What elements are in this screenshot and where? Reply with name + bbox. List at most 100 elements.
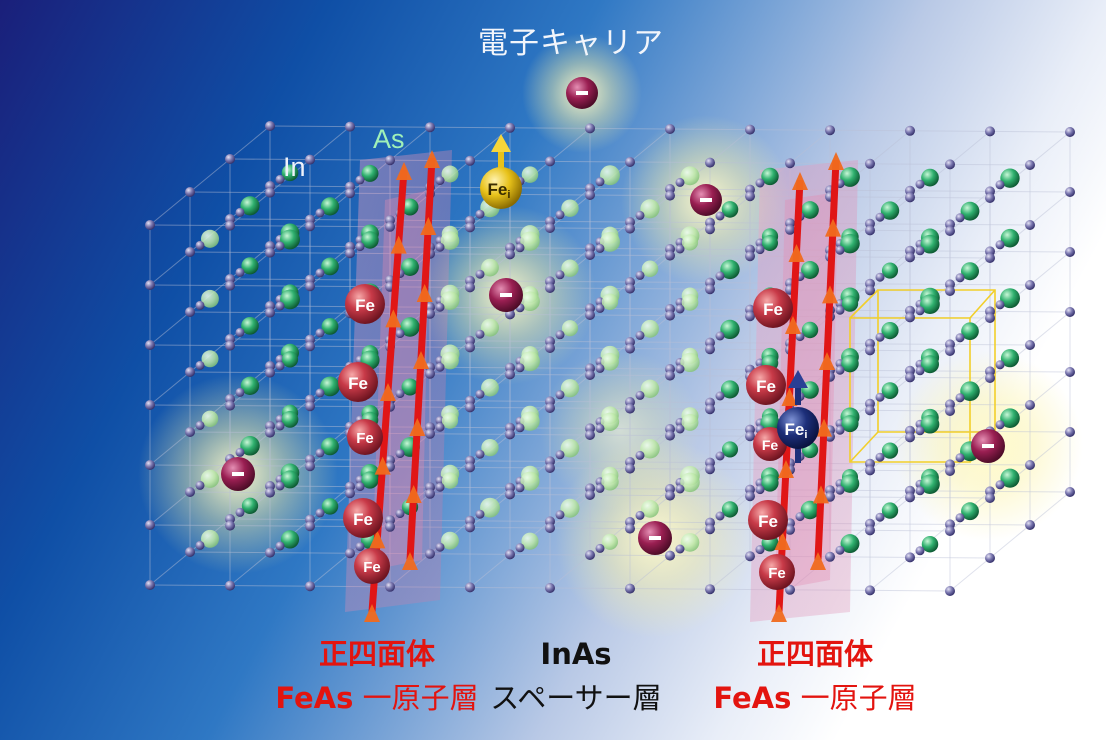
arsenic-atom xyxy=(1000,468,1020,488)
arsenic-atom xyxy=(880,201,900,220)
indium-atom xyxy=(265,247,275,258)
spin-arrow-head xyxy=(364,604,380,622)
indium-atom xyxy=(265,121,275,131)
arsenic-atom xyxy=(840,534,860,554)
indium-atom xyxy=(835,305,845,315)
arsenic-atom xyxy=(1000,168,1020,188)
indium-atom xyxy=(235,507,245,517)
arsenic-atom xyxy=(720,380,740,399)
spin-arrow-head xyxy=(816,418,832,437)
indium-atom xyxy=(635,270,645,280)
indium-atom xyxy=(995,240,1005,250)
arsenic-atom xyxy=(480,497,500,518)
indium-atom xyxy=(515,543,525,553)
arsenic-atom xyxy=(281,470,299,489)
indium-atom xyxy=(545,403,555,413)
indium-atom xyxy=(1025,520,1035,530)
arsenic-atom xyxy=(641,499,659,518)
indium-atom xyxy=(265,187,275,198)
indium-atom xyxy=(835,425,845,435)
indium-atom xyxy=(985,126,995,137)
electron xyxy=(489,278,523,312)
arsenic-atom xyxy=(641,260,659,278)
arsenic-atom xyxy=(200,469,220,488)
arsenic-atom xyxy=(561,199,579,217)
indium-atom xyxy=(425,488,435,499)
indium-atom xyxy=(315,448,325,458)
indium-atom xyxy=(675,364,685,374)
arsenic-atom xyxy=(201,350,219,368)
indium-atom xyxy=(1025,280,1035,290)
caption-right-line2: FeAs 一原子層 xyxy=(700,676,930,720)
indium-atom xyxy=(665,430,675,441)
arsenic-atom xyxy=(921,535,939,553)
indium-atom xyxy=(945,586,955,596)
indium-atom xyxy=(275,174,285,184)
arsenic-atom xyxy=(481,258,499,277)
indium-atom xyxy=(1065,367,1075,377)
indium-atom xyxy=(385,581,395,592)
indium-atom xyxy=(985,553,995,563)
indium-atom xyxy=(305,461,315,472)
indium-atom xyxy=(515,423,525,433)
indium-atom xyxy=(435,422,445,432)
electron-carrier-title: 電子キャリア xyxy=(478,26,664,61)
indium-atom xyxy=(795,332,805,342)
arsenic-atom xyxy=(840,167,860,187)
caption-right-feas-layer: 正四面体 FeAs 一原子層 xyxy=(700,632,930,720)
indium-atom xyxy=(795,512,805,522)
indium-atom xyxy=(425,368,435,379)
indium-atom xyxy=(145,220,155,230)
indium-atom xyxy=(865,285,875,296)
arsenic-atom xyxy=(640,439,660,459)
fe-atoms-right: Fe Fe Fe Fe Fe xyxy=(746,288,795,590)
indium-atom xyxy=(955,513,965,523)
indium-atom xyxy=(515,483,525,493)
indium-atom xyxy=(545,156,555,167)
arsenic-atom xyxy=(841,295,859,312)
arsenic-atom xyxy=(481,378,499,397)
spin-arrow-head xyxy=(420,217,437,235)
indium-atom xyxy=(595,177,605,187)
svg-text:Fei: Fei xyxy=(785,420,808,441)
indium-atom xyxy=(435,362,445,372)
indium-atom xyxy=(465,342,475,353)
arsenic-atom xyxy=(601,352,619,371)
spin-arrow-head xyxy=(405,485,422,503)
indium-atom xyxy=(745,124,755,135)
indium-atom xyxy=(985,193,995,203)
indium-atom xyxy=(945,286,955,296)
indium-atom xyxy=(915,179,925,189)
indium-atom xyxy=(315,508,325,518)
arsenic-atom xyxy=(361,164,379,182)
indium-atom xyxy=(475,449,485,459)
arsenic-atom xyxy=(680,166,700,186)
arsenic-atom xyxy=(601,473,619,491)
indium-atom xyxy=(865,405,875,416)
indium-atom xyxy=(635,390,645,400)
indium-atom xyxy=(185,187,195,197)
arsenic-atom xyxy=(961,322,979,341)
arsenic-atom xyxy=(481,318,499,337)
indium-atom xyxy=(875,212,885,222)
arsenic-atom xyxy=(601,533,619,550)
indium-atom xyxy=(915,426,925,436)
arsenic-atom xyxy=(401,198,419,216)
indium-atom xyxy=(625,523,635,534)
arsenic-atom xyxy=(441,531,459,550)
arsenic-atom xyxy=(720,259,740,280)
indium-atom xyxy=(275,301,285,311)
indium-atom xyxy=(235,387,245,397)
indium-atom xyxy=(635,450,645,460)
caption-left-line2: FeAs 一原子層 xyxy=(272,676,482,720)
indium-atom xyxy=(705,584,715,595)
arsenic-atom xyxy=(920,234,940,254)
indium-atom xyxy=(945,346,955,356)
arsenic-atom xyxy=(400,317,420,337)
indium-atom xyxy=(195,480,205,490)
indium-atom xyxy=(945,406,955,416)
arsenic-atom xyxy=(720,319,740,340)
indium-atom xyxy=(585,430,595,440)
indium-atom xyxy=(825,125,835,136)
